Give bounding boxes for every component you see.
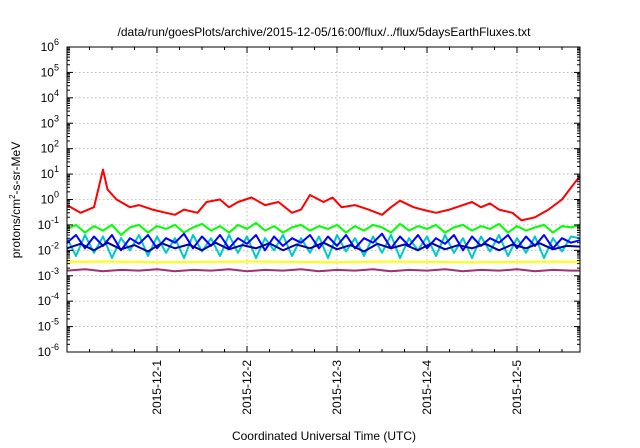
y-tick-label: 101 <box>41 164 59 181</box>
x-ticks: 2015-12-1 2015-12-2 2015-12-3 2015-12-4 2015… <box>89 47 563 415</box>
y-tick-label: 106 <box>41 37 59 54</box>
series-line-5 <box>66 260 581 264</box>
y-ticks: 10-6 10-5 10-4 10-3 10-2 10-1 100 101 102 103 104 1… <box>38 37 580 359</box>
series-line-1 <box>66 221 581 236</box>
series-line-6 <box>66 268 580 273</box>
y-tick-label: 105 <box>41 62 59 79</box>
y-tick-label: 104 <box>41 88 59 105</box>
series-line-4 <box>66 241 581 253</box>
series-line-0 <box>66 168 581 222</box>
y-tick-label: 10-5 <box>38 317 59 334</box>
x-tick-label: 2015-12-3 <box>330 360 344 415</box>
y-tick-label: 10-4 <box>38 291 59 308</box>
y-axis-label-main: protons/cm <box>9 199 23 258</box>
y-tick-label: 10-2 <box>38 240 59 257</box>
y-tick-label: 10-3 <box>38 266 59 283</box>
x-tick-label: 2015-12-1 <box>150 360 164 415</box>
x-tick-label: 2015-12-5 <box>510 360 524 415</box>
y-tick-label: 100 <box>41 190 59 207</box>
series-line-2 <box>66 234 581 259</box>
chart-title: /data/run/goesPlots/archive/2015-12-05/1… <box>118 25 532 39</box>
y-tick-label: 102 <box>41 139 59 156</box>
y-axis-label: protons/cm2-s-sr-MeV <box>8 142 23 258</box>
y-axis-label-rest: -s-sr-MeV <box>9 142 23 195</box>
grid <box>67 47 580 352</box>
series-layer <box>66 168 581 273</box>
x-tick-label: 2015-12-2 <box>240 360 254 415</box>
x-axis-label: Coordinated Universal Time (UTC) <box>232 429 416 443</box>
x-tick-label: 2015-12-4 <box>420 360 434 415</box>
y-tick-label: 103 <box>41 113 59 130</box>
y-tick-label: 10-6 <box>38 342 59 359</box>
y-axis-label-sup: 2 <box>8 194 17 199</box>
y-tick-label: 10-1 <box>38 215 59 232</box>
